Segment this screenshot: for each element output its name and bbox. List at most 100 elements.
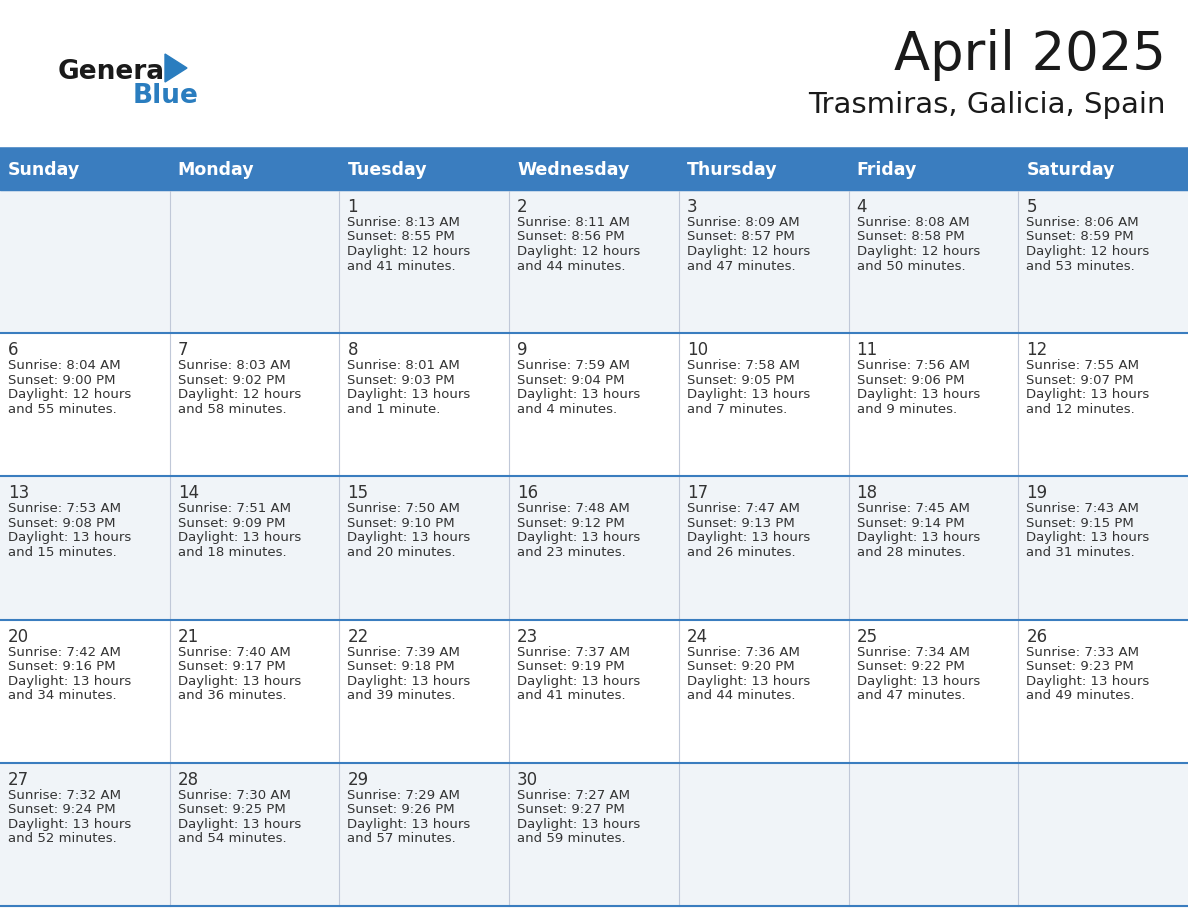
- Text: and 59 minutes.: and 59 minutes.: [517, 833, 626, 845]
- Text: Sunset: 9:08 PM: Sunset: 9:08 PM: [8, 517, 115, 530]
- Text: Sunrise: 7:37 AM: Sunrise: 7:37 AM: [517, 645, 630, 658]
- Text: Sunset: 9:27 PM: Sunset: 9:27 PM: [517, 803, 625, 816]
- Text: Sunset: 9:10 PM: Sunset: 9:10 PM: [347, 517, 455, 530]
- Text: Sunrise: 7:51 AM: Sunrise: 7:51 AM: [178, 502, 291, 515]
- Text: and 44 minutes.: and 44 minutes.: [687, 689, 795, 702]
- Text: Daylight: 12 hours: Daylight: 12 hours: [1026, 245, 1150, 258]
- Text: Sunset: 9:13 PM: Sunset: 9:13 PM: [687, 517, 795, 530]
- Text: Daylight: 13 hours: Daylight: 13 hours: [347, 532, 470, 544]
- Text: Sunrise: 7:33 AM: Sunrise: 7:33 AM: [1026, 645, 1139, 658]
- Text: Daylight: 13 hours: Daylight: 13 hours: [687, 532, 810, 544]
- Text: Sunrise: 8:03 AM: Sunrise: 8:03 AM: [178, 359, 290, 372]
- Text: 12: 12: [1026, 341, 1048, 359]
- Text: Sunrise: 7:53 AM: Sunrise: 7:53 AM: [8, 502, 121, 515]
- Text: Sunrise: 7:50 AM: Sunrise: 7:50 AM: [347, 502, 460, 515]
- Bar: [0, 150, 1188, 190]
- Text: 6: 6: [8, 341, 19, 359]
- Text: 28: 28: [178, 771, 198, 789]
- Text: Sunrise: 7:43 AM: Sunrise: 7:43 AM: [1026, 502, 1139, 515]
- Text: Sunset: 9:09 PM: Sunset: 9:09 PM: [178, 517, 285, 530]
- Text: Daylight: 13 hours: Daylight: 13 hours: [347, 388, 470, 401]
- Text: Sunset: 9:19 PM: Sunset: 9:19 PM: [517, 660, 625, 673]
- Text: 24: 24: [687, 628, 708, 645]
- Text: Daylight: 13 hours: Daylight: 13 hours: [347, 675, 470, 688]
- Text: 18: 18: [857, 485, 878, 502]
- Text: 1: 1: [347, 198, 358, 216]
- Text: Daylight: 13 hours: Daylight: 13 hours: [517, 388, 640, 401]
- Text: and 34 minutes.: and 34 minutes.: [8, 689, 116, 702]
- Text: Sunrise: 7:40 AM: Sunrise: 7:40 AM: [178, 645, 290, 658]
- Text: Sunset: 9:03 PM: Sunset: 9:03 PM: [347, 374, 455, 386]
- Text: Sunrise: 8:04 AM: Sunrise: 8:04 AM: [8, 359, 121, 372]
- Text: Daylight: 13 hours: Daylight: 13 hours: [178, 675, 301, 688]
- Text: and 54 minutes.: and 54 minutes.: [178, 833, 286, 845]
- Text: Sunrise: 8:01 AM: Sunrise: 8:01 AM: [347, 359, 460, 372]
- Text: Daylight: 12 hours: Daylight: 12 hours: [178, 388, 301, 401]
- Text: Sunset: 9:14 PM: Sunset: 9:14 PM: [857, 517, 965, 530]
- Text: Sunrise: 7:48 AM: Sunrise: 7:48 AM: [517, 502, 630, 515]
- Text: Sunrise: 7:55 AM: Sunrise: 7:55 AM: [1026, 359, 1139, 372]
- Text: Daylight: 12 hours: Daylight: 12 hours: [687, 245, 810, 258]
- Text: Sunrise: 8:13 AM: Sunrise: 8:13 AM: [347, 216, 460, 229]
- Text: Saturday: Saturday: [1026, 161, 1114, 179]
- Text: Daylight: 13 hours: Daylight: 13 hours: [1026, 388, 1150, 401]
- Text: 17: 17: [687, 485, 708, 502]
- Text: Sunset: 9:16 PM: Sunset: 9:16 PM: [8, 660, 115, 673]
- Text: Sunset: 8:56 PM: Sunset: 8:56 PM: [517, 230, 625, 243]
- Text: Daylight: 13 hours: Daylight: 13 hours: [1026, 532, 1150, 544]
- Text: Sunset: 9:04 PM: Sunset: 9:04 PM: [517, 374, 625, 386]
- Text: and 23 minutes.: and 23 minutes.: [517, 546, 626, 559]
- Text: 9: 9: [517, 341, 527, 359]
- Text: Daylight: 13 hours: Daylight: 13 hours: [687, 675, 810, 688]
- Text: Sunset: 8:57 PM: Sunset: 8:57 PM: [687, 230, 795, 243]
- Text: 8: 8: [347, 341, 358, 359]
- Text: Daylight: 13 hours: Daylight: 13 hours: [517, 675, 640, 688]
- Text: and 47 minutes.: and 47 minutes.: [857, 689, 965, 702]
- Text: and 57 minutes.: and 57 minutes.: [347, 833, 456, 845]
- Text: Daylight: 13 hours: Daylight: 13 hours: [8, 675, 131, 688]
- Text: 19: 19: [1026, 485, 1048, 502]
- Text: and 53 minutes.: and 53 minutes.: [1026, 260, 1135, 273]
- Text: Daylight: 13 hours: Daylight: 13 hours: [517, 818, 640, 831]
- Text: Sunrise: 7:29 AM: Sunrise: 7:29 AM: [347, 789, 460, 801]
- Bar: [0, 763, 1188, 906]
- Text: 26: 26: [1026, 628, 1048, 645]
- Text: and 52 minutes.: and 52 minutes.: [8, 833, 116, 845]
- Text: Trasmiras, Galicia, Spain: Trasmiras, Galicia, Spain: [809, 91, 1165, 119]
- Text: Daylight: 12 hours: Daylight: 12 hours: [857, 245, 980, 258]
- Text: and 36 minutes.: and 36 minutes.: [178, 689, 286, 702]
- Text: 7: 7: [178, 341, 188, 359]
- Text: 4: 4: [857, 198, 867, 216]
- Bar: [0, 620, 1188, 763]
- Text: Sunrise: 8:11 AM: Sunrise: 8:11 AM: [517, 216, 630, 229]
- Bar: [0, 333, 1188, 476]
- Text: and 20 minutes.: and 20 minutes.: [347, 546, 456, 559]
- Text: Sunset: 9:22 PM: Sunset: 9:22 PM: [857, 660, 965, 673]
- Text: Monday: Monday: [178, 161, 254, 179]
- Text: April 2025: April 2025: [895, 29, 1165, 81]
- Text: Daylight: 13 hours: Daylight: 13 hours: [857, 675, 980, 688]
- Text: and 58 minutes.: and 58 minutes.: [178, 403, 286, 416]
- Text: Sunrise: 7:59 AM: Sunrise: 7:59 AM: [517, 359, 630, 372]
- Text: Daylight: 12 hours: Daylight: 12 hours: [517, 245, 640, 258]
- Text: and 39 minutes.: and 39 minutes.: [347, 689, 456, 702]
- Text: 21: 21: [178, 628, 198, 645]
- Text: 10: 10: [687, 341, 708, 359]
- Text: Sunrise: 7:47 AM: Sunrise: 7:47 AM: [687, 502, 800, 515]
- Text: Sunrise: 7:39 AM: Sunrise: 7:39 AM: [347, 645, 460, 658]
- Bar: [0, 190, 1188, 333]
- Text: and 47 minutes.: and 47 minutes.: [687, 260, 796, 273]
- Text: Sunset: 9:26 PM: Sunset: 9:26 PM: [347, 803, 455, 816]
- Text: and 4 minutes.: and 4 minutes.: [517, 403, 618, 416]
- Text: Sunrise: 7:45 AM: Sunrise: 7:45 AM: [857, 502, 969, 515]
- Text: and 41 minutes.: and 41 minutes.: [517, 689, 626, 702]
- Text: Daylight: 13 hours: Daylight: 13 hours: [8, 532, 131, 544]
- Text: Blue: Blue: [133, 83, 198, 109]
- Text: 22: 22: [347, 628, 368, 645]
- Text: and 7 minutes.: and 7 minutes.: [687, 403, 788, 416]
- Text: and 9 minutes.: and 9 minutes.: [857, 403, 956, 416]
- Text: 30: 30: [517, 771, 538, 789]
- Text: Daylight: 12 hours: Daylight: 12 hours: [8, 388, 131, 401]
- Text: Sunset: 9:12 PM: Sunset: 9:12 PM: [517, 517, 625, 530]
- Text: 14: 14: [178, 485, 198, 502]
